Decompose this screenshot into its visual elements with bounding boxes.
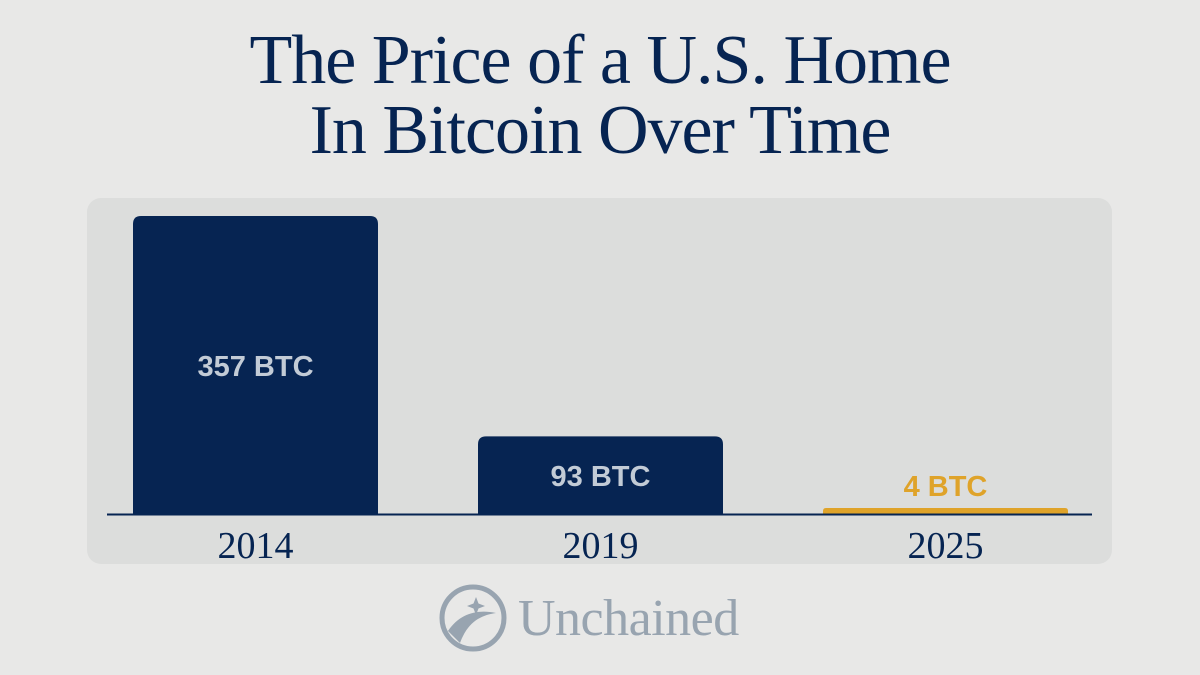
chart-panel: 357 BTC 2014 93 BTC 2019 4 BTC 2025: [87, 198, 1112, 564]
data-label-2014: 357 BTC: [197, 351, 313, 383]
bar-2025: [823, 508, 1068, 514]
bar-chart: 357 BTC 2014 93 BTC 2019 4 BTC 2025: [107, 216, 1092, 564]
bar-2019: [478, 436, 723, 514]
x-tick-label-2019: 2019: [563, 525, 639, 564]
unchained-star-circle-icon: [439, 584, 507, 652]
title-line-2: In Bitcoin Over Time: [309, 92, 892, 169]
title-line-1: The Price of a U.S. Home: [249, 22, 951, 99]
x-tick-label-2025: 2025: [908, 525, 984, 564]
data-label-2025: 4 BTC: [904, 471, 988, 503]
data-label-2019: 93 BTC: [551, 461, 651, 493]
brand-logo: Unchained: [438, 583, 739, 653]
chart-title: The Price of a U.S. Home In Bitcoin Over…: [0, 26, 1200, 166]
x-tick-label-2014: 2014: [218, 525, 294, 564]
bar-2014: [133, 216, 378, 514]
brand-name: Unchained: [518, 589, 739, 647]
